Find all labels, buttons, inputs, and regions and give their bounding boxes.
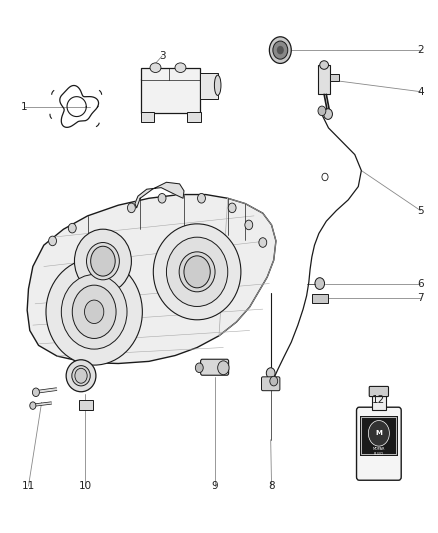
FancyBboxPatch shape [201,359,229,375]
Circle shape [158,193,166,203]
Text: 7: 7 [417,294,424,303]
Circle shape [195,363,203,373]
Text: 11: 11 [22,481,35,491]
Circle shape [127,203,135,213]
Text: 4: 4 [417,87,424,96]
Text: 6: 6 [417,279,424,288]
Circle shape [324,109,332,119]
FancyBboxPatch shape [357,407,401,480]
Circle shape [91,246,115,276]
Circle shape [72,285,116,338]
FancyBboxPatch shape [261,377,280,391]
Ellipse shape [150,63,161,72]
Bar [187,112,201,122]
Ellipse shape [72,366,90,386]
Text: 1: 1 [21,102,28,111]
Circle shape [318,106,326,116]
Text: FLUID: FLUID [374,451,384,456]
Text: 9: 9 [211,481,218,491]
Circle shape [277,46,284,54]
Bar [79,400,93,410]
Text: 10: 10 [79,481,92,491]
Text: 8: 8 [268,481,275,491]
Ellipse shape [166,237,228,306]
Circle shape [49,236,57,246]
Circle shape [85,300,104,324]
FancyBboxPatch shape [369,386,389,397]
Bar [330,74,339,81]
Text: 2: 2 [417,45,424,55]
Ellipse shape [175,63,186,72]
Circle shape [75,368,87,383]
FancyBboxPatch shape [318,65,330,94]
Circle shape [218,361,229,375]
Polygon shape [27,195,276,364]
Ellipse shape [86,243,119,280]
Circle shape [273,41,288,59]
Text: 5: 5 [417,206,424,215]
Circle shape [315,278,325,289]
Text: 12: 12 [372,395,385,405]
Bar [141,112,154,122]
Text: MOPAR: MOPAR [373,447,385,451]
Circle shape [245,220,253,230]
Circle shape [368,421,389,446]
Bar [372,395,386,410]
Ellipse shape [61,274,127,349]
Ellipse shape [179,252,215,292]
Text: 3: 3 [159,51,166,61]
Bar [312,294,328,303]
Circle shape [259,238,267,247]
Ellipse shape [46,259,142,365]
Circle shape [30,402,36,409]
Ellipse shape [153,224,241,320]
Bar [200,73,218,99]
Polygon shape [135,182,184,208]
Circle shape [68,223,76,233]
Circle shape [184,256,210,288]
Circle shape [266,368,275,378]
Ellipse shape [66,360,96,392]
Circle shape [32,388,39,397]
Circle shape [270,376,278,386]
Circle shape [269,37,291,63]
Ellipse shape [320,61,328,69]
Text: M: M [375,430,382,437]
Ellipse shape [74,229,131,293]
Bar [360,416,398,456]
Circle shape [198,193,205,203]
FancyBboxPatch shape [141,68,200,113]
Circle shape [228,203,236,213]
Ellipse shape [215,75,221,95]
Bar [361,417,396,454]
